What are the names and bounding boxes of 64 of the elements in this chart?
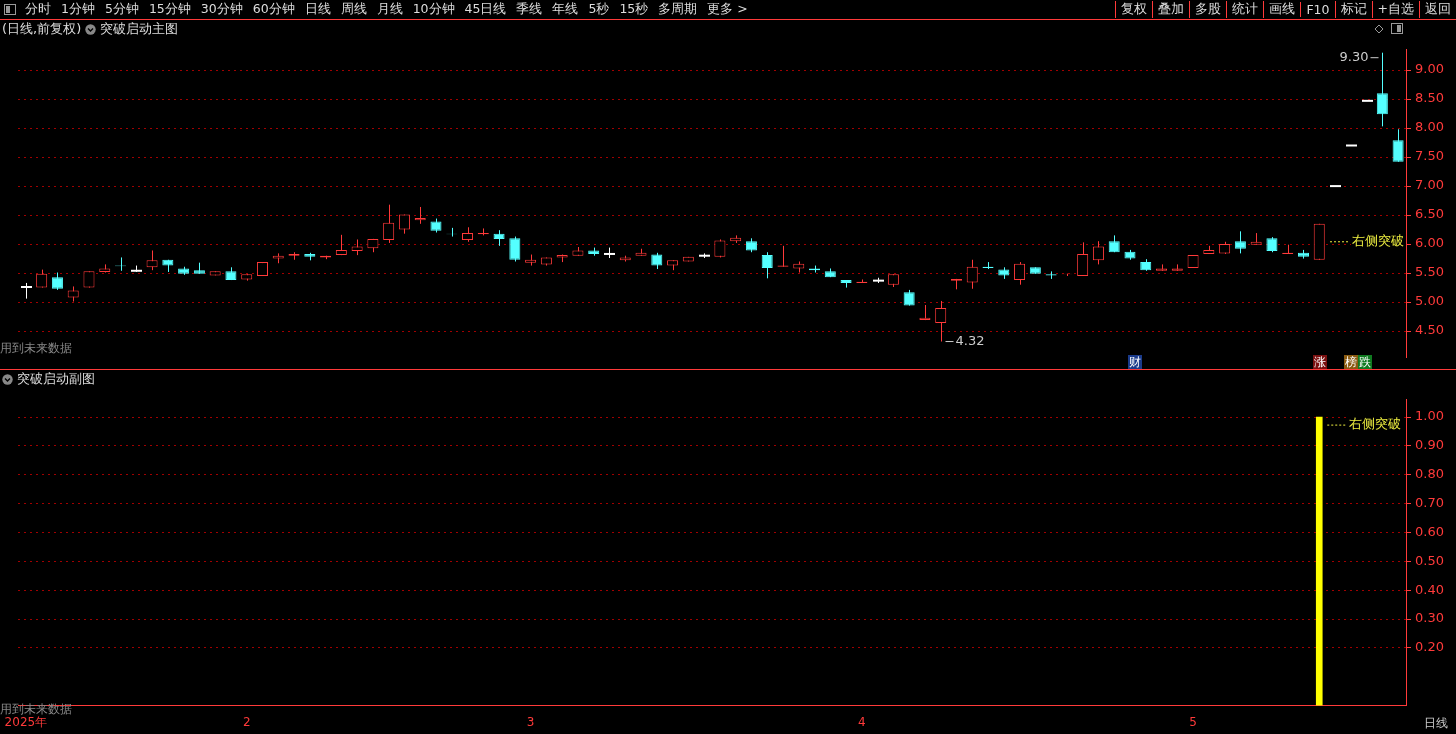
text: 复权 — [1115, 1, 1153, 18]
y-tick-label: 0.80 — [1415, 466, 1444, 482]
y-tick-label: 0.40 — [1415, 581, 1444, 597]
x-tick-label: 3 — [526, 714, 535, 729]
text: 多周期 — [657, 1, 699, 18]
y-tick-label: 0.50 — [1415, 552, 1444, 568]
x-tick-label: 4 — [858, 714, 866, 729]
text: 更多 > — [706, 1, 749, 18]
annotation: 4.32 — [955, 332, 985, 348]
text: 画线 — [1263, 1, 1301, 18]
text: 标记 — [1334, 1, 1372, 18]
chart-subtitle: 突破启动主图 — [100, 20, 179, 38]
text: 5分钟 — [103, 1, 140, 18]
text: 10分钟 — [411, 1, 456, 18]
text: 30分钟 — [199, 1, 244, 18]
y-tick-label: 6.00 — [1415, 235, 1444, 251]
chart-title: 突破启动副图 — [17, 370, 95, 388]
text: 分时 — [24, 1, 52, 18]
text: 叠加 — [1152, 1, 1190, 18]
annotation: 榜 — [1344, 355, 1358, 369]
text: 15分钟 — [147, 1, 192, 18]
annotation: 财 — [1128, 355, 1142, 369]
x-tick-label: 2025年 — [4, 714, 48, 729]
y-tick-label: 0.90 — [1415, 437, 1444, 453]
text: 年线 — [551, 1, 580, 18]
y-tick-label: 4.50 — [1415, 322, 1444, 338]
x-tick-label: 2 — [242, 714, 251, 729]
text: F10 — [1300, 2, 1335, 17]
annotation: 右侧突破 — [1349, 416, 1402, 432]
y-tick-label: 0.60 — [1415, 523, 1444, 539]
text: +自选 — [1371, 1, 1419, 18]
y-tick-label: 0.20 — [1415, 639, 1444, 655]
x-tick-label: 5 — [1189, 714, 1197, 729]
text: 15秒 — [618, 1, 650, 18]
text: 统计 — [1226, 1, 1264, 18]
annotation: 用到未来数据 — [0, 701, 72, 716]
y-tick-label: 9.00 — [1415, 61, 1444, 77]
annotation: 用到未来数据 — [0, 340, 72, 357]
text: 日线 — [1424, 715, 1448, 732]
y-tick-label: 8.00 — [1415, 119, 1444, 135]
y-tick-label: 6.50 — [1415, 206, 1444, 222]
y-tick-label: 8.50 — [1415, 90, 1444, 106]
y-tick-label: 7.50 — [1415, 148, 1444, 164]
y-tick-label: 1.00 — [1415, 408, 1444, 424]
text: 日线 — [303, 1, 332, 18]
text: 月线 — [375, 1, 404, 18]
annotation: 右侧突破 — [1352, 233, 1405, 249]
text: 1分钟 — [60, 1, 96, 18]
text: 季线 — [515, 1, 544, 18]
text: 周线 — [339, 1, 368, 18]
text: 返回 — [1419, 1, 1456, 18]
y-tick-label: 0.30 — [1415, 610, 1444, 626]
text: 45日线 — [463, 1, 508, 18]
text: 60分钟 — [251, 1, 296, 18]
text: 5秒 — [587, 1, 611, 18]
y-tick-label: 5.00 — [1415, 293, 1444, 309]
y-tick-label: 5.50 — [1415, 264, 1444, 280]
annotation: 跌 — [1358, 355, 1372, 369]
text: 多股 — [1189, 1, 1227, 18]
chart-title: (日线,前复权) — [2, 20, 82, 38]
annotation: 涨 — [1313, 355, 1327, 369]
y-tick-label: 0.70 — [1415, 495, 1444, 511]
y-tick-label: 7.00 — [1415, 177, 1444, 193]
annotation: 9.30 — [1339, 49, 1369, 65]
